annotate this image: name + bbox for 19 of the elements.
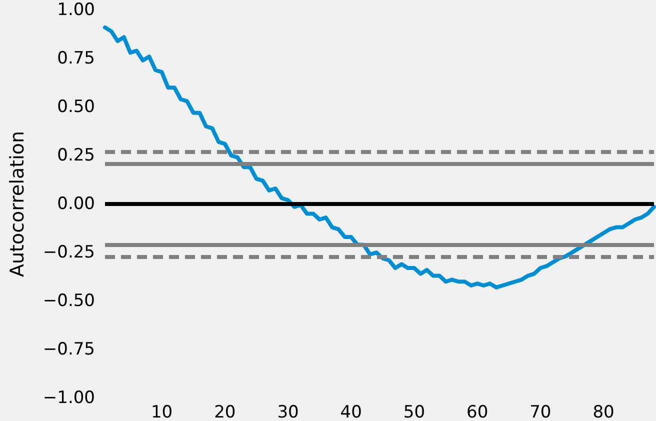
x-tick-label: 30 — [277, 402, 299, 421]
x-tick-label: 50 — [403, 402, 426, 421]
x-tick-label: 70 — [530, 402, 552, 421]
y-tick-label: 0.50 — [57, 97, 95, 117]
line-series — [103, 25, 656, 290]
x-tick-label: 40 — [340, 402, 362, 421]
x-tick-label: 10 — [150, 402, 173, 421]
y-axis-title: Autocorrelation — [6, 130, 28, 278]
y-tick-label: 1.00 — [57, 0, 95, 20]
x-tick-label: 60 — [466, 402, 488, 421]
y-tick-label: 0.75 — [57, 48, 95, 68]
y-tick-label: −0.25 — [42, 242, 95, 262]
x-tick-label: 80 — [592, 402, 614, 421]
x-tick-label: 20 — [214, 402, 236, 421]
y-tick-label: −0.75 — [42, 340, 95, 360]
y-tick-label: 0.25 — [57, 146, 95, 166]
y-tick-label: −0.50 — [42, 291, 95, 311]
y-tick-label: 0.00 — [57, 194, 95, 214]
y-tick-label: −1.00 — [42, 388, 95, 408]
